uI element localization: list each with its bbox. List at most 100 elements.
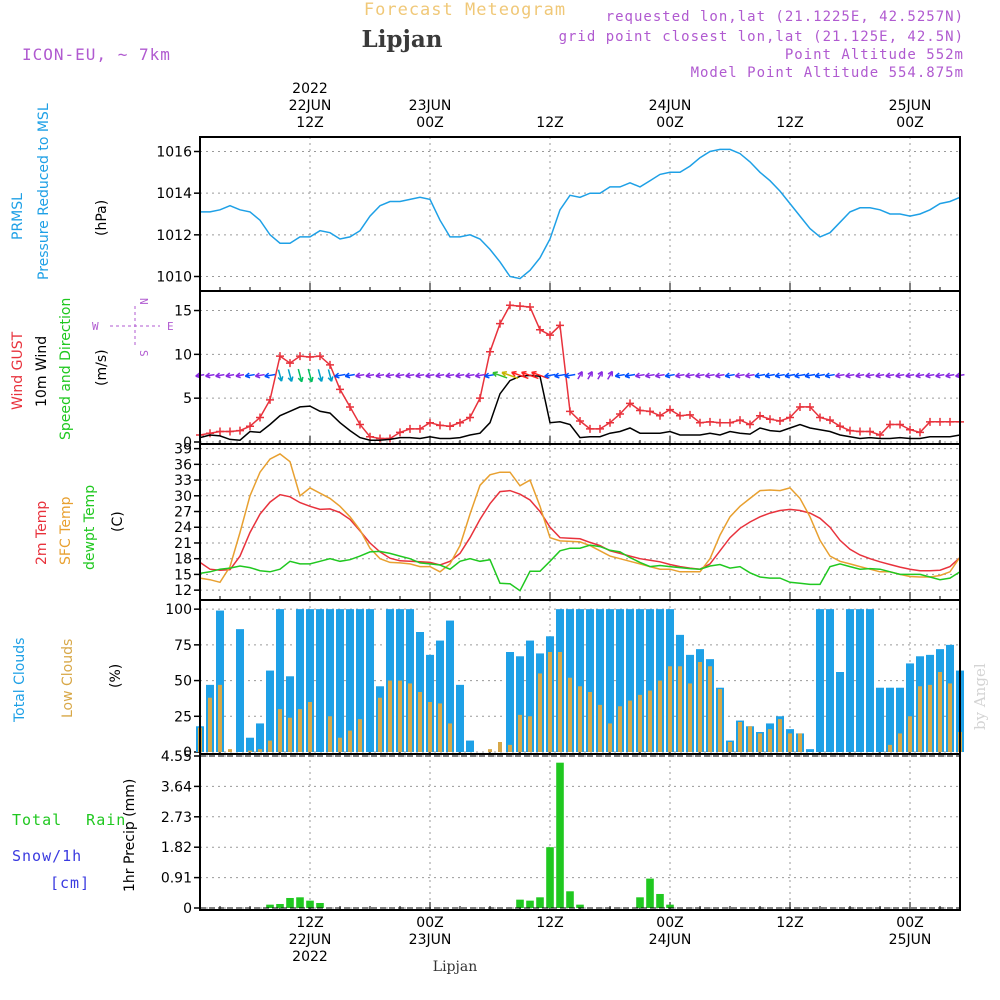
gust-marker (686, 410, 694, 419)
gust-marker (746, 420, 754, 429)
wind-arrow-shaft (317, 369, 323, 382)
low-cloud-bar (518, 714, 522, 752)
rain-bar (526, 900, 534, 908)
y-tick-label: 3.64 (161, 779, 192, 795)
bottom-time-label: 00Z (416, 915, 443, 931)
top-time-label: 25JUN (889, 98, 932, 114)
series-line-2m-temp (199, 489, 961, 572)
top-time-label: 23JUN (409, 98, 452, 114)
compass-w: W (92, 320, 99, 333)
wind-arrow-shaft (544, 373, 556, 378)
gust-marker (556, 321, 564, 330)
low-cloud-bar (698, 662, 702, 752)
low-cloud-bar (208, 697, 212, 752)
gust-marker (876, 430, 884, 439)
wind-arrow-head (425, 372, 431, 379)
gust-marker (296, 352, 304, 361)
precipitation-panel: 0 0.91 1.82 2.73 3.64 4.55 (161, 749, 961, 917)
wind-arrow-head (895, 372, 901, 379)
wind-arrow-head (385, 372, 391, 379)
wind-arrow-shaft (794, 373, 806, 378)
low-cloud-bar (288, 717, 292, 752)
top-time-label: 00Z (896, 115, 923, 131)
precip-unit: 1hr Precip (mm) (122, 779, 138, 892)
low-cloud-bar (578, 686, 582, 752)
wind-direction-arrow (804, 372, 816, 379)
rain-bar (266, 904, 274, 908)
wind-arrow-head (254, 372, 261, 379)
wind-arrow-head (577, 371, 583, 377)
wind-direction-arrow (644, 372, 655, 379)
gust-marker (346, 402, 354, 411)
y-tick-label: 0 (183, 901, 192, 917)
series-line-sfc-temp (199, 453, 961, 584)
low-cloud-bar (408, 683, 412, 752)
credit-watermark: by Angel (971, 663, 989, 730)
low-cloud-bar (758, 733, 762, 752)
wind-direction-arrow (675, 372, 685, 379)
wind-direction-arrow (764, 372, 775, 379)
wind-direction-arrow (254, 372, 265, 379)
wind-arrow-head (774, 372, 781, 379)
total-cloud-bar (596, 609, 604, 752)
temp-sfc-label: SFC Temp (58, 496, 74, 565)
series-line-10m-wind (199, 374, 961, 441)
wind-arrow-head (531, 370, 537, 377)
bottom-time-label: 22JUN (289, 932, 332, 948)
wind-direction-arrow (511, 370, 529, 380)
y-tick-label: 36 (174, 457, 192, 473)
low-cloud-bar (778, 719, 782, 752)
gust-marker (646, 407, 654, 416)
wind-arrow-head (885, 372, 891, 379)
gust-marker (676, 411, 684, 420)
low-cloud-bar (538, 673, 542, 752)
wind-direction-arrow (385, 372, 395, 379)
rain-bar (296, 897, 304, 908)
gust-marker (636, 406, 644, 415)
wind-direction-arrow (865, 372, 875, 379)
wind-direction-arrow (521, 370, 539, 380)
total-cloud-bar (516, 656, 524, 752)
wind-arrow-head (814, 372, 821, 379)
wind-direction-arrow (654, 372, 665, 379)
wind-arrow-head (435, 372, 441, 379)
wind-arrow-head (734, 372, 741, 379)
wind-arrow-head (875, 372, 881, 379)
wind-direction-arrow (544, 372, 556, 379)
y-tick-label: 24 (174, 520, 192, 536)
rain-bar (546, 847, 554, 908)
wind-direction-arrow (277, 369, 284, 382)
wind-direction-arrow (915, 372, 925, 379)
pressure-unit: (hPa) (94, 200, 110, 236)
wind-direction-arrow (794, 372, 806, 379)
wind-arrow-shaft (725, 373, 735, 377)
wind-arrow-head (277, 376, 284, 382)
y-tick-label: 30 (174, 489, 192, 505)
low-cloud-bar (548, 652, 552, 752)
gust-marker (826, 416, 834, 425)
total-cloud-bar (276, 609, 284, 752)
gust-marker (906, 425, 914, 434)
bottom-time-label: 25JUN (889, 932, 932, 948)
requested-coords: requested lon,lat (21.1225E, 42.5257N) (606, 9, 964, 25)
wind-direction-arrow (784, 372, 796, 379)
total-cloud-bar (906, 663, 914, 752)
y-tick-label: 1014 (156, 186, 192, 202)
wind-direction-arrow (754, 372, 766, 379)
wind-arrow-shaft (264, 373, 276, 378)
wind-arrow-head (544, 372, 550, 379)
y-tick-label: 0 (183, 435, 192, 451)
bottom-time-label: 12Z (776, 915, 803, 931)
wind-arrow-shaft (255, 373, 265, 377)
total-cloud-bar (586, 609, 594, 752)
wind-unit: (m/s) (94, 349, 110, 386)
wind-arrow-head (587, 370, 593, 377)
low-cloud-bar (558, 652, 562, 752)
gust-marker (866, 427, 874, 436)
wind-direction-arrow (501, 370, 519, 380)
wind-direction-arrow (445, 372, 455, 379)
gust-marker (376, 434, 384, 443)
low-cloud-bar (608, 723, 612, 752)
wind-arrow-head (521, 370, 527, 377)
